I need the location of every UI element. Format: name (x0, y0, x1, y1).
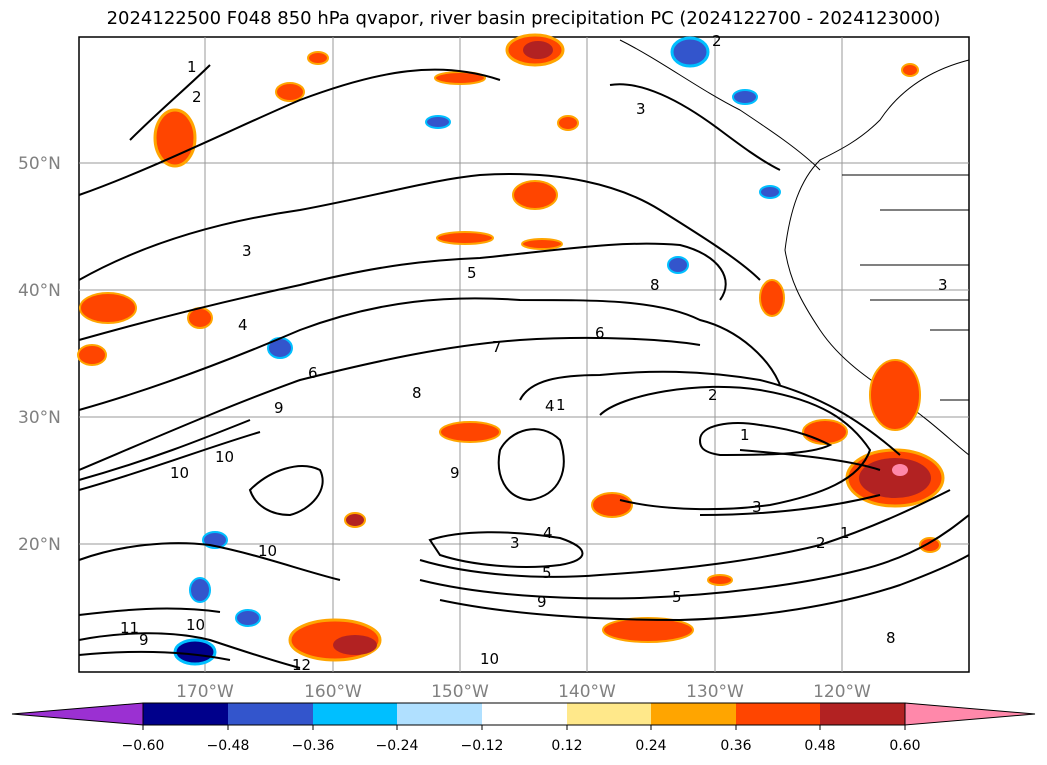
lat-label: 40°N (18, 281, 61, 301)
lon-label: 140°W (558, 682, 616, 702)
contour-label: 8 (650, 276, 660, 294)
contour-label: 7 (492, 338, 502, 356)
colorbar-swatch (143, 703, 228, 725)
qvapor-contours (78, 64, 970, 669)
map-title: 2024122500 F048 850 hPa qvapor, river ba… (106, 8, 941, 29)
lon-label: 170°W (176, 682, 234, 702)
lat-label: 50°N (18, 154, 61, 174)
lon-label: 120°W (813, 682, 871, 702)
colorbar-tick-label: −0.24 (376, 738, 419, 754)
colorbar-swatch (228, 703, 313, 725)
contour-label: 9 (139, 631, 149, 649)
contour-label: 9 (274, 399, 284, 417)
colorbar-tick-label: −0.60 (122, 738, 165, 754)
contour-label: 5 (542, 564, 552, 582)
contour-label: 1 (840, 524, 850, 542)
contour-label: 10 (186, 616, 205, 634)
contour-label: 4 (543, 524, 553, 542)
colorbar-swatch (397, 703, 482, 725)
colorbar-tick-label: −0.12 (461, 738, 504, 754)
colorbar-tick-label: 0.36 (720, 738, 751, 754)
contour-label: 12 (292, 656, 311, 674)
contour-label: 10 (215, 448, 234, 466)
contour-label: 5 (467, 264, 477, 282)
colorbar-extend-min (11, 702, 144, 726)
longitude-labels: 170°W 160°W 150°W 140°W 130°W 120°W (176, 682, 871, 702)
contour-label: 2 (712, 32, 722, 50)
contour-label: 10 (258, 542, 277, 560)
colorbar: −0.60 −0.48 −0.36 −0.24 −0.12 0.12 0.24 … (11, 702, 1036, 754)
lon-label: 160°W (304, 682, 362, 702)
contour-label: 4 (238, 316, 248, 334)
colorbar-swatch (820, 703, 905, 725)
contour-label: 6 (308, 364, 318, 382)
colorbar-swatch (313, 703, 397, 725)
contour-label: 9 (537, 593, 547, 611)
lon-label: 150°W (431, 682, 489, 702)
contour-label: 1 (556, 396, 566, 414)
colorbar-swatch (736, 703, 820, 725)
colorbar-swatch (482, 703, 567, 725)
colorbar-tick-label: 0.24 (635, 738, 666, 754)
colorbar-tick-label: −0.48 (207, 738, 250, 754)
contour-label: 2 (708, 386, 718, 404)
latitude-labels: 50°N 40°N 30°N 20°N (18, 154, 61, 555)
lat-label: 20°N (18, 535, 61, 555)
contour-label: 2 (816, 534, 826, 552)
colorbar-swatch (651, 703, 736, 725)
contour-label: 8 (886, 629, 896, 647)
contour-labels: 1 2 2 3 3 4 5 6 6 7 8 8 9 9 10 10 1 2 1 … (120, 32, 948, 674)
colorbar-swatch (567, 703, 651, 725)
contour-label: 11 (120, 619, 139, 637)
colorbar-tick-label: 0.12 (551, 738, 582, 754)
contour-label: 9 (450, 464, 460, 482)
contour-label: 3 (752, 498, 762, 516)
contour-label: 1 (187, 58, 197, 76)
contour-label: 5 (672, 588, 682, 606)
contour-label: 3 (636, 100, 646, 118)
contour-label: 3 (938, 276, 948, 294)
contour-label: 3 (510, 534, 520, 552)
contour-label: 3 (242, 242, 252, 260)
contour-label: 4 (545, 397, 555, 415)
contour-label: 8 (412, 384, 422, 402)
colorbar-tick-label: −0.36 (292, 738, 335, 754)
lon-label: 130°W (686, 682, 744, 702)
colorbar-tick-label: 0.48 (804, 738, 835, 754)
contour-label: 10 (170, 464, 189, 482)
colorbar-tick-label: 0.60 (889, 738, 920, 754)
contour-label: 6 (595, 324, 605, 342)
contour-label: 10 (480, 650, 499, 668)
colorbar-extend-max (904, 702, 1036, 726)
contour-label: 2 (192, 88, 202, 106)
contour-label: 1 (740, 426, 750, 444)
lat-label: 30°N (18, 408, 61, 428)
